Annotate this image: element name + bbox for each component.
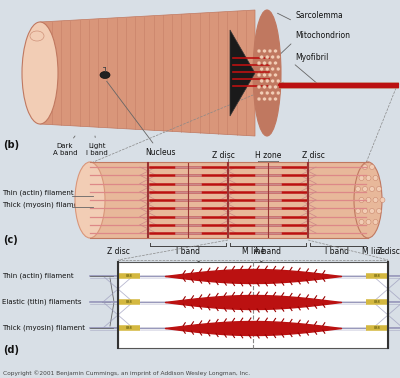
Circle shape xyxy=(265,67,269,71)
Circle shape xyxy=(257,85,261,89)
Circle shape xyxy=(262,85,266,89)
Circle shape xyxy=(373,175,378,181)
Circle shape xyxy=(265,79,269,83)
Circle shape xyxy=(376,209,382,214)
Circle shape xyxy=(276,79,280,83)
Ellipse shape xyxy=(354,162,382,238)
Circle shape xyxy=(271,91,275,95)
Text: Sarcomere: Sarcomere xyxy=(210,265,250,274)
Text: 888: 888 xyxy=(374,300,380,304)
Circle shape xyxy=(262,49,266,53)
Polygon shape xyxy=(230,30,255,116)
Circle shape xyxy=(373,220,378,225)
Circle shape xyxy=(356,209,360,214)
Circle shape xyxy=(257,73,261,77)
Circle shape xyxy=(268,49,272,53)
Circle shape xyxy=(257,97,261,101)
Circle shape xyxy=(274,73,278,77)
Circle shape xyxy=(274,85,278,89)
Text: Z disc: Z disc xyxy=(302,151,324,160)
Text: Z disc: Z disc xyxy=(106,247,130,256)
Ellipse shape xyxy=(100,71,110,79)
Text: 888: 888 xyxy=(126,274,132,278)
Circle shape xyxy=(370,209,374,214)
Circle shape xyxy=(376,186,382,192)
Circle shape xyxy=(260,79,264,83)
Circle shape xyxy=(359,197,364,203)
Text: Z disc: Z disc xyxy=(212,151,234,160)
Text: 888: 888 xyxy=(374,274,380,278)
Text: 888: 888 xyxy=(374,326,380,330)
Text: (d): (d) xyxy=(3,345,19,355)
Text: Elastic (titin) filaments: Elastic (titin) filaments xyxy=(2,299,82,305)
Polygon shape xyxy=(40,10,255,136)
Ellipse shape xyxy=(75,162,105,238)
Text: Z disc: Z disc xyxy=(376,247,400,256)
Circle shape xyxy=(268,97,272,101)
Text: (b): (b) xyxy=(3,140,19,150)
Text: Thick (myosin) filament: Thick (myosin) filament xyxy=(2,202,85,209)
Circle shape xyxy=(260,91,264,95)
Circle shape xyxy=(359,175,364,181)
Text: 888: 888 xyxy=(126,300,132,304)
Circle shape xyxy=(268,85,272,89)
Circle shape xyxy=(274,61,278,65)
Circle shape xyxy=(265,55,269,59)
Circle shape xyxy=(380,197,385,203)
Circle shape xyxy=(362,186,368,192)
Text: Light
I band: Light I band xyxy=(86,136,108,156)
Text: Thick (myosin) filament: Thick (myosin) filament xyxy=(2,325,85,331)
Bar xyxy=(118,262,388,348)
Text: (c): (c) xyxy=(3,235,18,245)
Text: I band: I band xyxy=(325,247,349,256)
Text: 888: 888 xyxy=(126,326,132,330)
Circle shape xyxy=(276,55,280,59)
Text: Mitochondrion: Mitochondrion xyxy=(295,31,350,40)
Text: Nucleus: Nucleus xyxy=(107,81,175,157)
Text: M line: M line xyxy=(362,247,384,256)
Circle shape xyxy=(370,164,374,169)
Circle shape xyxy=(274,49,278,53)
Circle shape xyxy=(271,79,275,83)
Circle shape xyxy=(262,73,266,77)
Text: Dark
A band: Dark A band xyxy=(53,136,77,156)
Circle shape xyxy=(271,67,275,71)
Text: Thin (actin) filament: Thin (actin) filament xyxy=(2,273,74,279)
Circle shape xyxy=(276,67,280,71)
FancyBboxPatch shape xyxy=(90,162,368,238)
Text: I band: I band xyxy=(176,247,200,256)
Circle shape xyxy=(271,55,275,59)
Circle shape xyxy=(260,55,264,59)
Circle shape xyxy=(268,73,272,77)
Circle shape xyxy=(362,164,368,169)
Text: Myofibril: Myofibril xyxy=(295,53,328,62)
Ellipse shape xyxy=(30,31,44,41)
Circle shape xyxy=(265,91,269,95)
Circle shape xyxy=(274,97,278,101)
Ellipse shape xyxy=(253,10,281,136)
Circle shape xyxy=(366,175,371,181)
Text: H zone: H zone xyxy=(255,151,281,160)
Circle shape xyxy=(257,49,261,53)
Circle shape xyxy=(366,220,371,225)
Circle shape xyxy=(362,209,368,214)
Circle shape xyxy=(262,97,266,101)
Ellipse shape xyxy=(22,22,58,124)
Circle shape xyxy=(373,197,378,203)
Text: A band: A band xyxy=(254,247,282,256)
Text: Thin (actin) filament: Thin (actin) filament xyxy=(2,189,74,195)
Circle shape xyxy=(356,186,360,192)
Text: M line: M line xyxy=(242,247,264,256)
Circle shape xyxy=(276,91,280,95)
Circle shape xyxy=(359,220,364,225)
Text: Sarcolemma: Sarcolemma xyxy=(295,11,343,20)
Circle shape xyxy=(268,61,272,65)
Text: Copyright ©2001 Benjamin Cummings, an imprint of Addison Wesley Longman, Inc.: Copyright ©2001 Benjamin Cummings, an im… xyxy=(3,370,250,376)
Circle shape xyxy=(260,67,264,71)
Circle shape xyxy=(262,61,266,65)
Circle shape xyxy=(370,186,374,192)
Circle shape xyxy=(257,61,261,65)
Circle shape xyxy=(366,197,371,203)
